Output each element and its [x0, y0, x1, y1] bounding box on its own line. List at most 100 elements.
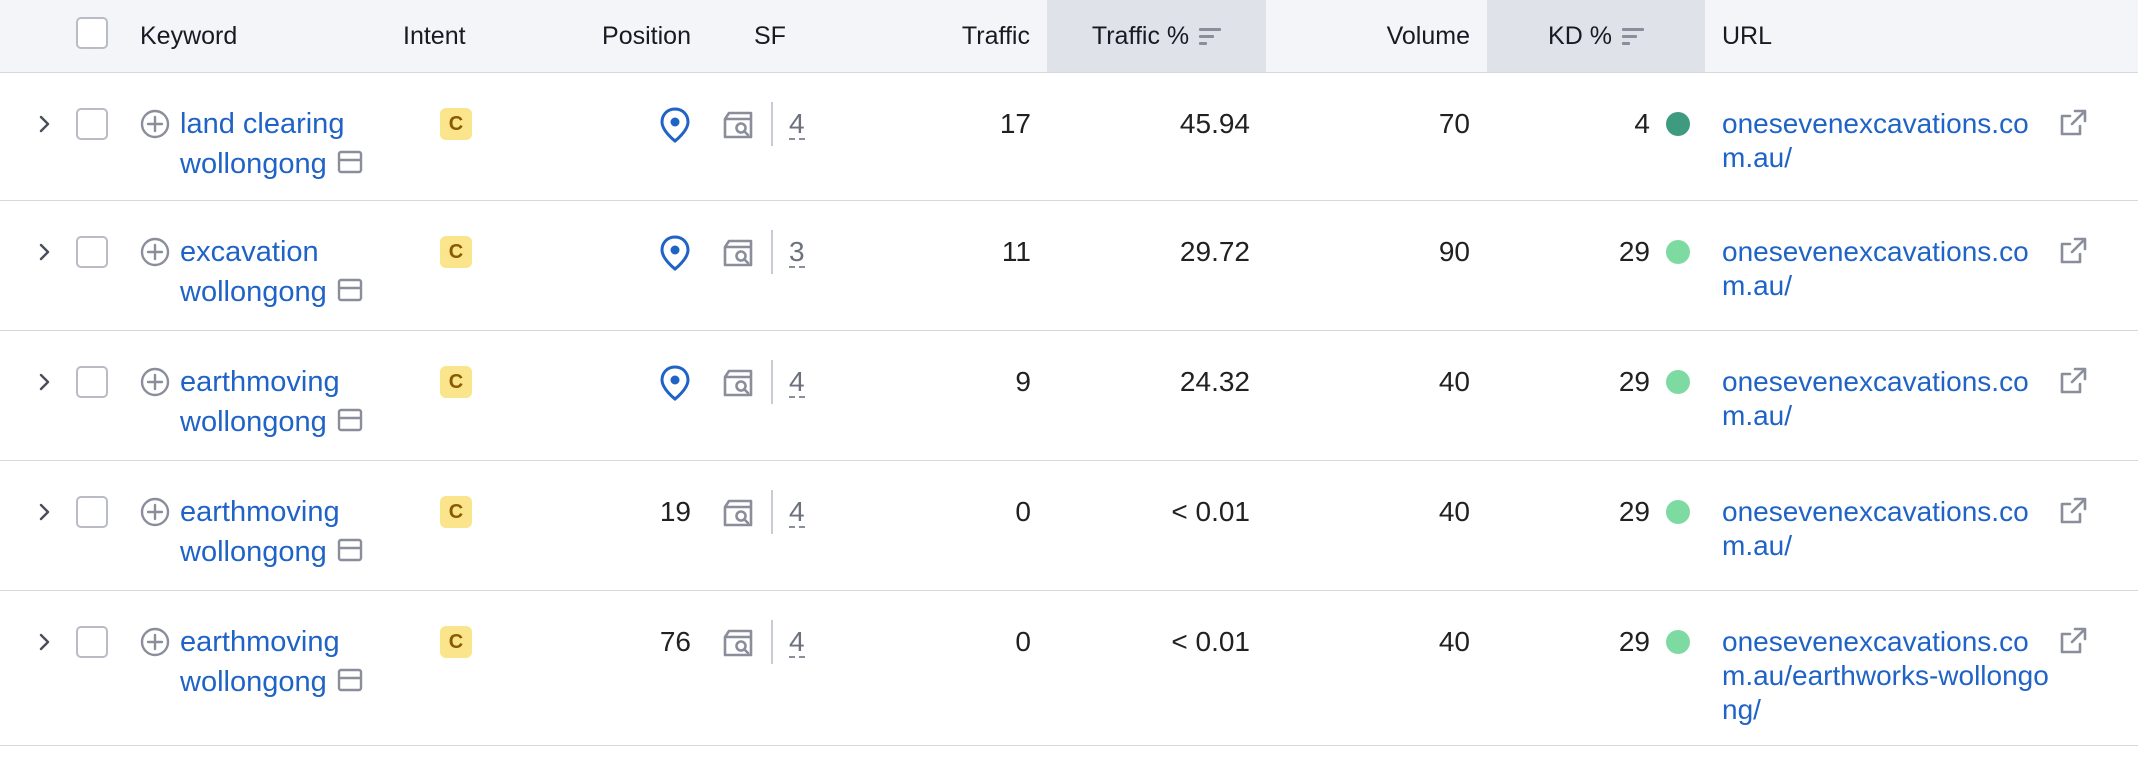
- keyword-link[interactable]: land clearing wollongong: [180, 104, 400, 184]
- serp-features-count[interactable]: 4: [789, 492, 805, 528]
- serp-features-count[interactable]: 4: [789, 104, 805, 140]
- row-checkbox[interactable]: [76, 626, 108, 658]
- serp-snapshot-icon[interactable]: [337, 538, 363, 562]
- external-link-icon[interactable]: [2058, 108, 2088, 138]
- kd-value: 4: [1634, 108, 1650, 139]
- column-header-volume[interactable]: Volume: [1386, 21, 1470, 50]
- divider: [771, 620, 773, 664]
- url-link[interactable]: onesevenexcavations.com.au/: [1722, 496, 2029, 561]
- column-header-intent[interactable]: Intent: [403, 21, 466, 50]
- volume-value: 90: [1438, 236, 1470, 267]
- traffic-value: 11: [1001, 236, 1031, 267]
- serp-features-count[interactable]: 3: [789, 232, 805, 268]
- url-link[interactable]: onesevenexcavations.com.au/: [1722, 236, 2029, 301]
- keyword-link[interactable]: earthmoving wollongong: [180, 492, 400, 572]
- serp-features-icon[interactable]: [722, 498, 756, 528]
- kd-value: 29: [1618, 236, 1650, 267]
- column-header-url[interactable]: URL: [1722, 21, 1773, 50]
- location-pin-icon: [660, 107, 690, 143]
- volume-value: 40: [1438, 496, 1470, 527]
- keyword-link[interactable]: earthmoving wollongong: [180, 622, 400, 702]
- add-keyword-icon[interactable]: [140, 237, 170, 267]
- divider: [771, 102, 773, 146]
- serp-features-count[interactable]: 4: [789, 362, 805, 398]
- serp-snapshot-icon[interactable]: [337, 668, 363, 692]
- table-row: earthmoving wollongong C 76 4 0 < 0.01 4…: [0, 591, 2138, 746]
- traffic-value: 17: [999, 108, 1031, 139]
- external-link-icon[interactable]: [2058, 496, 2088, 526]
- external-link-icon[interactable]: [2058, 236, 2088, 266]
- traffic-pct-value: < 0.01: [1171, 496, 1250, 527]
- column-header-keyword[interactable]: Keyword: [140, 21, 238, 50]
- url-link[interactable]: onesevenexcavations.com.au/: [1722, 366, 2029, 431]
- url-link[interactable]: onesevenexcavations.com.au/: [1722, 108, 2029, 173]
- serp-features-icon[interactable]: [722, 368, 756, 398]
- column-header-sf[interactable]: SF: [754, 21, 786, 50]
- intent-badge[interactable]: C: [440, 236, 472, 268]
- url-link[interactable]: onesevenexcavations.com.au/earthworks-wo…: [1722, 626, 2049, 725]
- external-link-icon[interactable]: [2058, 366, 2088, 396]
- traffic-value: 0: [1015, 496, 1031, 527]
- position-value: 76: [659, 626, 691, 657]
- row-checkbox[interactable]: [76, 236, 108, 268]
- chevron-right-icon[interactable]: [36, 503, 54, 521]
- kd-indicator: [1666, 630, 1690, 654]
- kd-value: 29: [1618, 366, 1650, 397]
- select-all-checkbox[interactable]: [76, 17, 108, 49]
- keyword-link[interactable]: earthmoving wollongong: [180, 362, 400, 442]
- volume-value: 40: [1438, 626, 1470, 657]
- kd-indicator: [1666, 370, 1690, 394]
- divider: [771, 230, 773, 274]
- intent-badge[interactable]: C: [440, 626, 472, 658]
- column-header-traffic[interactable]: Traffic: [961, 21, 1030, 50]
- external-link-icon[interactable]: [2058, 626, 2088, 656]
- sort-descending-icon[interactable]: [1199, 26, 1222, 46]
- serp-features-icon[interactable]: [722, 238, 756, 268]
- row-checkbox[interactable]: [76, 108, 108, 140]
- location-pin-icon: [660, 365, 690, 401]
- serp-snapshot-icon[interactable]: [337, 278, 363, 302]
- table-header: Keyword Intent Position SF Traffic Traff…: [0, 0, 2138, 73]
- table-row: earthmoving wollongong C 4 9 24.32 40 29…: [0, 331, 2138, 461]
- traffic-pct-value: 45.94: [1179, 108, 1250, 139]
- intent-badge[interactable]: C: [440, 366, 472, 398]
- volume-value: 70: [1438, 108, 1470, 139]
- column-header-position[interactable]: Position: [602, 21, 691, 50]
- chevron-right-icon[interactable]: [36, 373, 54, 391]
- table-row: land clearing wollongong C 4 17 45.94 70…: [0, 73, 2138, 201]
- traffic-value: 9: [1015, 366, 1031, 397]
- traffic-pct-value: 29.72: [1179, 236, 1250, 267]
- intent-badge[interactable]: C: [440, 496, 472, 528]
- chevron-right-icon[interactable]: [36, 115, 54, 133]
- column-header-kd-pct[interactable]: KD %: [1487, 0, 1705, 72]
- serp-features-icon[interactable]: [722, 110, 756, 140]
- add-keyword-icon[interactable]: [140, 627, 170, 657]
- add-keyword-icon[interactable]: [140, 497, 170, 527]
- row-checkbox[interactable]: [76, 496, 108, 528]
- kd-indicator: [1666, 240, 1690, 264]
- serp-snapshot-icon[interactable]: [337, 150, 363, 174]
- keyword-link[interactable]: excavation wollongong: [180, 232, 400, 312]
- row-checkbox[interactable]: [76, 366, 108, 398]
- traffic-pct-value: < 0.01: [1171, 626, 1250, 657]
- divider: [771, 490, 773, 534]
- traffic-value: 0: [1015, 626, 1031, 657]
- chevron-right-icon[interactable]: [36, 633, 54, 651]
- column-header-traffic-pct[interactable]: Traffic %: [1047, 0, 1266, 72]
- table-row: earthmoving wollongong C 19 4 0 < 0.01 4…: [0, 461, 2138, 591]
- table-row: excavation wollongong C 3 11 29.72 90 29…: [0, 201, 2138, 331]
- kd-value: 29: [1618, 496, 1650, 527]
- chevron-right-icon[interactable]: [36, 243, 54, 261]
- sort-descending-icon[interactable]: [1621, 26, 1644, 46]
- kd-indicator: [1666, 112, 1690, 136]
- serp-features-icon[interactable]: [722, 628, 756, 658]
- serp-snapshot-icon[interactable]: [337, 408, 363, 432]
- add-keyword-icon[interactable]: [140, 109, 170, 139]
- position-value: 19: [659, 496, 691, 527]
- add-keyword-icon[interactable]: [140, 367, 170, 397]
- kd-indicator: [1666, 500, 1690, 524]
- volume-value: 40: [1438, 366, 1470, 397]
- kd-value: 29: [1618, 626, 1650, 657]
- intent-badge[interactable]: C: [440, 108, 472, 140]
- serp-features-count[interactable]: 4: [789, 622, 805, 658]
